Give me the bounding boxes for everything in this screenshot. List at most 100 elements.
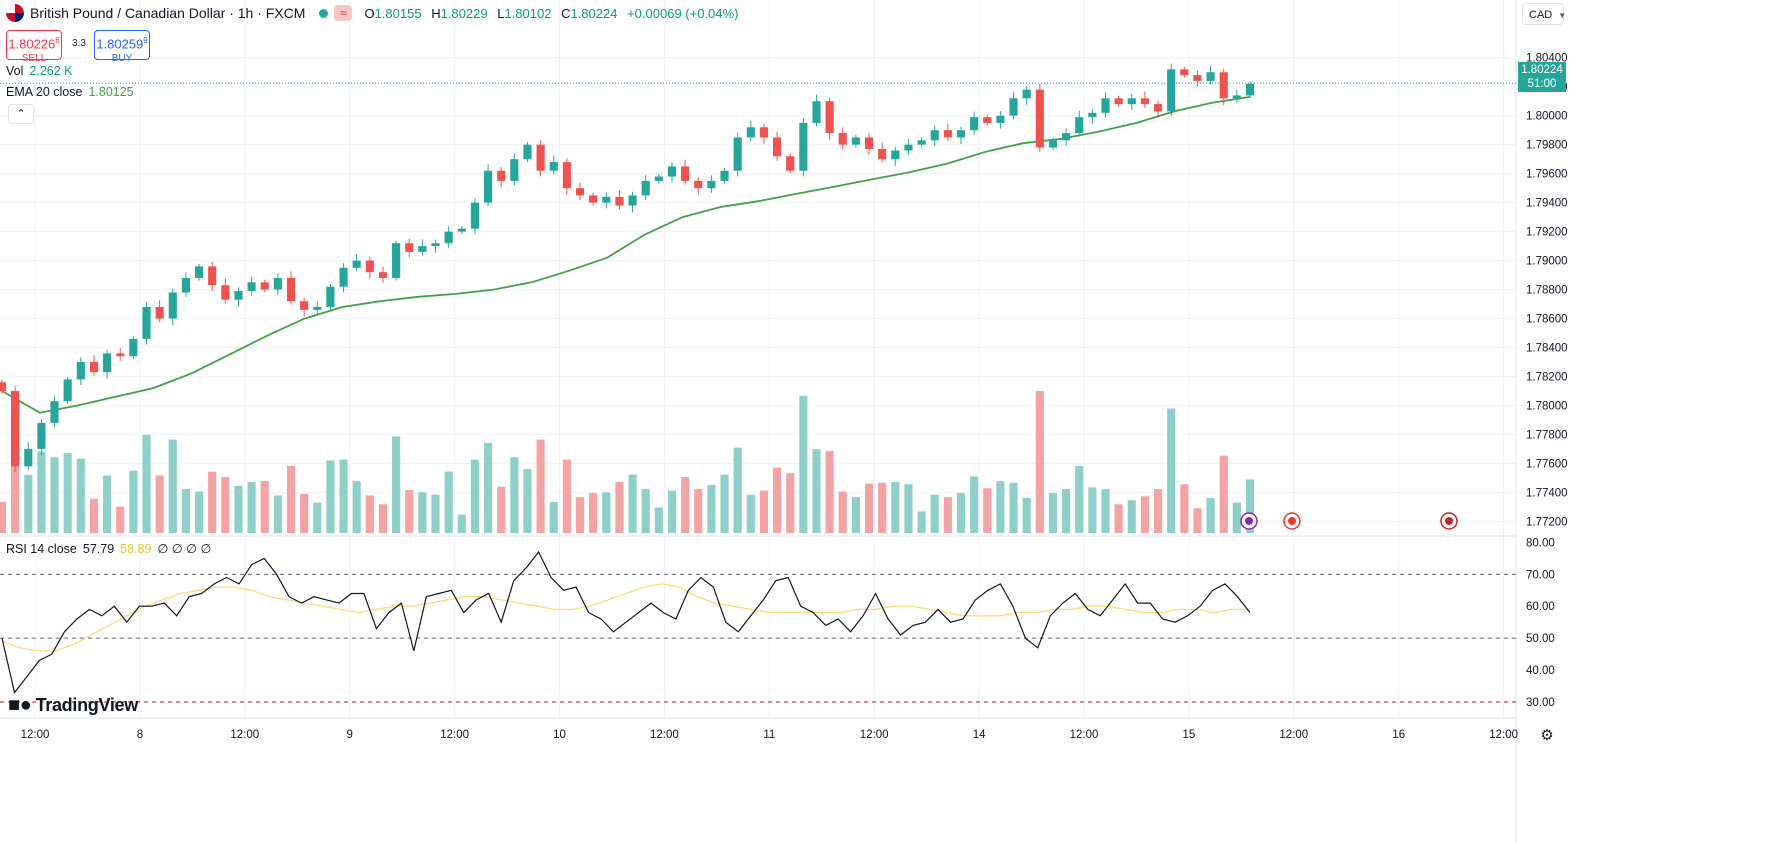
- volume-bar: [549, 501, 558, 533]
- volume-bar: [904, 484, 913, 533]
- rsi-tick-label: 80.00: [1526, 537, 1555, 549]
- volume-bar: [1062, 489, 1071, 533]
- volume-legend[interactable]: Vol 2.262 K: [6, 64, 72, 78]
- candle-body: [247, 282, 256, 292]
- volume-bar: [720, 474, 729, 533]
- volume-bar: [746, 494, 755, 533]
- candle-body: [654, 176, 663, 181]
- volume-bar: [654, 507, 663, 533]
- sell-button[interactable]: 1.802266 SELL: [6, 30, 62, 64]
- volume-bar: [457, 514, 466, 533]
- sell-price: 1.80226: [8, 36, 56, 52]
- candle-body: [812, 101, 821, 123]
- volume-bar: [694, 489, 703, 533]
- time-tick-label: 8: [137, 729, 143, 741]
- candle-body: [129, 338, 138, 357]
- candle-body: [904, 144, 913, 151]
- event-markers[interactable]: [1240, 512, 1458, 530]
- volume-bar: [155, 475, 164, 533]
- chevron-down-icon: ▼: [1558, 11, 1567, 20]
- rsi-tick-label: 60.00: [1526, 601, 1555, 613]
- time-tick-label: 12:00: [440, 729, 469, 741]
- candle-body: [483, 170, 493, 203]
- volume-bar: [168, 439, 177, 533]
- ema-legend[interactable]: EMA 20 close 1.80125: [6, 85, 134, 99]
- volume-bar: [1088, 487, 1097, 533]
- tradingview-logo: ■● TradingView: [8, 694, 138, 716]
- volume-bar: [116, 506, 125, 533]
- price-tick-label: 1.77800: [1526, 429, 1568, 441]
- volume-bar: [89, 498, 99, 533]
- volume-bar: [602, 492, 611, 533]
- symbol-title[interactable]: British Pound / Canadian Dollar · 1h · F…: [30, 5, 306, 21]
- candle-body: [1127, 98, 1136, 105]
- compare-icon[interactable]: ≈: [334, 5, 353, 21]
- market-open-icon: [319, 8, 329, 18]
- volume-bar: [891, 481, 900, 533]
- volume-bar: [247, 481, 256, 533]
- candle-body: [589, 195, 598, 203]
- rsi-value: 57.79: [82, 542, 115, 556]
- price-tick-label: 1.77400: [1526, 487, 1568, 499]
- candle-body: [234, 291, 243, 300]
- volume-bar: [365, 495, 374, 533]
- candle-body: [864, 137, 874, 150]
- volume-bar: [562, 459, 571, 533]
- earnings-lightning-icon[interactable]: [1240, 512, 1258, 530]
- candle-body: [786, 156, 795, 171]
- candle-body: [523, 144, 532, 160]
- volume-bar: [838, 491, 847, 533]
- volume-bar: [773, 467, 782, 533]
- rsi-tick-label: 50.00: [1526, 633, 1555, 645]
- candle-body: [326, 286, 335, 307]
- candle-body: [1075, 117, 1084, 134]
- volume-bar: [1048, 493, 1058, 533]
- time-tick-label: 12:00: [230, 729, 259, 741]
- candle-body: [1088, 112, 1097, 118]
- rsi-legend[interactable]: RSI 14 close 57.79 58.89 ∅ ∅ ∅ ∅: [6, 541, 211, 556]
- candle-body: [63, 379, 72, 402]
- volume-bar: [286, 465, 296, 533]
- volume-bar: [1114, 504, 1123, 533]
- candle-body: [50, 401, 59, 423]
- candle-body: [615, 196, 624, 206]
- price-tick-label: 1.78800: [1526, 285, 1568, 297]
- uk-flag-icon[interactable]: [1440, 512, 1458, 530]
- candle-body: [142, 306, 151, 339]
- candle-body: [983, 117, 992, 123]
- time-tick-label: 9: [346, 729, 352, 741]
- canada-flag-icon[interactable]: [1283, 512, 1301, 530]
- volume-bar: [221, 477, 230, 533]
- candle-body: [602, 196, 611, 203]
- volume-bar: [641, 489, 650, 533]
- volume-bar: [1180, 484, 1189, 533]
- price-tick-label: 1.78600: [1526, 314, 1568, 326]
- volume-bar: [1127, 500, 1136, 533]
- volume-bar: [943, 497, 952, 533]
- candle-body: [667, 166, 677, 177]
- candle-body: [1035, 89, 1044, 148]
- candle-body: [181, 277, 190, 293]
- rsi-tick-label: 70.00: [1526, 569, 1555, 581]
- candle-body: [300, 301, 309, 310]
- buy-button[interactable]: 1.802599 BUY: [94, 30, 150, 64]
- price-tick-label: 1.79400: [1526, 198, 1568, 210]
- settings-gear-icon[interactable]: ⚙: [1540, 727, 1554, 744]
- volume-bar: [339, 459, 348, 533]
- change-value: +0.00069 (+0.04%): [627, 5, 739, 21]
- collapse-legend-button[interactable]: ⌃: [8, 104, 34, 124]
- currency-label: CAD: [1529, 9, 1553, 21]
- volume-bar: [1009, 482, 1018, 533]
- volume-bar: [37, 451, 46, 533]
- candle-body: [1219, 72, 1228, 99]
- candle-body: [339, 267, 348, 287]
- ohlc-readout: O1.80155 H1.80229 L1.80102 C1.80224 +0.0…: [364, 5, 739, 21]
- volume-bar: [129, 470, 138, 533]
- volume-bar: [313, 502, 322, 533]
- time-tick-label: 12:00: [1279, 729, 1308, 741]
- currency-selector[interactable]: CAD ▼: [1522, 3, 1567, 25]
- candle-body: [208, 266, 217, 286]
- volume-bars: [0, 391, 1255, 533]
- price-tick-label: 1.79200: [1526, 227, 1568, 239]
